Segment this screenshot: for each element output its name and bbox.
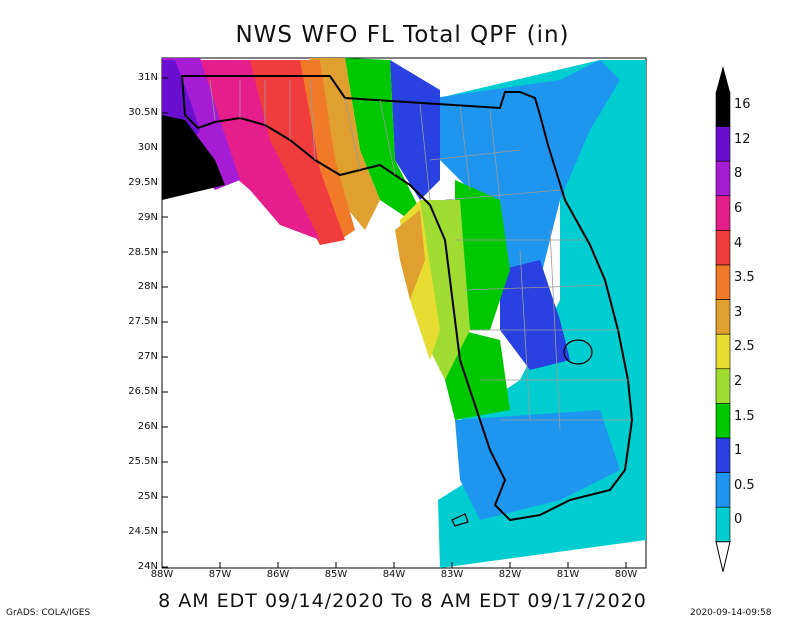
lon-label: 81W xyxy=(556,569,580,580)
lat-label: 27N xyxy=(137,351,158,363)
colorbar-swatch xyxy=(715,472,731,508)
lon-label: 87W xyxy=(208,569,232,580)
lon-label: 86W xyxy=(266,569,290,580)
lat-label: 25.5N xyxy=(128,455,158,467)
colorbar-label: 2 xyxy=(734,373,743,389)
colorbar-swatch xyxy=(715,403,731,439)
qpf-area-3to3.5 xyxy=(395,210,425,300)
lon-label: 82W xyxy=(498,569,522,580)
valid-period: 8 AM EDT 09/14/2020 To 8 AM EDT 09/17/20… xyxy=(158,590,647,612)
qpf-area-0.5to1-south xyxy=(455,410,620,520)
county-lines xyxy=(209,79,630,431)
colorbar-label: 3 xyxy=(734,304,743,320)
lon-label: 84W xyxy=(382,569,406,580)
lon-label: 88W xyxy=(150,569,174,580)
colorbar-bottom-arrow xyxy=(715,541,731,572)
colorbar-label: 4 xyxy=(734,235,743,251)
qpf-area-1.5to2-swfl xyxy=(445,330,510,420)
lake-okeechobee xyxy=(563,339,593,365)
lat-label: 26N xyxy=(137,421,158,432)
qpf-area-0.5to1-north xyxy=(420,60,620,300)
lat-label: 25N xyxy=(137,490,158,502)
lat-label: 26.5N xyxy=(128,386,158,398)
colorbar-label: 0.5 xyxy=(734,477,755,493)
colorbar-label: 16 xyxy=(734,97,751,113)
lat-label: 31N xyxy=(137,72,158,83)
colorbar-label: 8 xyxy=(734,166,743,182)
colorbar-label: 1.5 xyxy=(734,408,755,424)
colorbar-label: 3.5 xyxy=(734,270,755,286)
lat-label: 24.5N xyxy=(128,525,158,537)
lat-label: 29N xyxy=(137,211,158,223)
colorbar-label: 6 xyxy=(734,200,743,216)
qpf-area-6to8 xyxy=(190,60,320,240)
lat-label: 30.5N xyxy=(128,106,158,118)
colorbar-label: 12 xyxy=(734,131,751,147)
credit-label: GrADS: COLA/IGES xyxy=(6,608,91,618)
qpf-area-16plus xyxy=(162,115,225,200)
colorbar-swatch xyxy=(715,195,731,231)
lon-label: 85W xyxy=(324,569,348,580)
colorbar-swatch xyxy=(715,368,731,404)
colorbar-label: 1 xyxy=(734,443,743,459)
qpf-area-3to3.5-panhandle xyxy=(310,58,380,230)
colorbar-swatch xyxy=(715,230,731,266)
colorbar-swatch xyxy=(715,126,731,162)
lon-label: 80W xyxy=(614,569,638,580)
lat-label: 28.5N xyxy=(128,246,158,258)
colorbar-label: 2.5 xyxy=(734,339,755,355)
axis-ticks xyxy=(161,77,627,568)
colorbar xyxy=(715,66,731,572)
lat-label: 27.5N xyxy=(128,316,158,328)
lat-label: 28N xyxy=(137,281,158,293)
qpf-area-4to6 xyxy=(235,60,345,245)
colorbar-swatch xyxy=(715,160,731,197)
lat-label: 29.5N xyxy=(128,176,158,188)
qpf-area-1to1.5-central xyxy=(500,260,570,370)
colorbar-label: 0 xyxy=(734,512,743,528)
keys-outline xyxy=(451,513,469,527)
lat-label: 30N xyxy=(137,141,158,153)
lat-label: 24N xyxy=(137,560,158,572)
timestamp-label: 2020-09-14-09:58 xyxy=(690,608,772,618)
qpf-area-1to1.5-bigbend xyxy=(390,60,440,200)
colorbar-swatch xyxy=(715,437,731,473)
colorbar-top-arrow xyxy=(716,66,730,92)
lon-label: 83W xyxy=(440,569,464,580)
colorbar-swatch xyxy=(715,299,731,335)
map-title: NWS WFO FL Total QPF (in) xyxy=(235,22,570,48)
qpf-area-1.5to2-westcoast xyxy=(455,180,510,330)
colorbar-swatch xyxy=(715,264,731,300)
colorbar-swatch xyxy=(715,333,731,370)
colorbar-swatch xyxy=(715,506,731,543)
colorbar-swatch xyxy=(715,91,731,127)
